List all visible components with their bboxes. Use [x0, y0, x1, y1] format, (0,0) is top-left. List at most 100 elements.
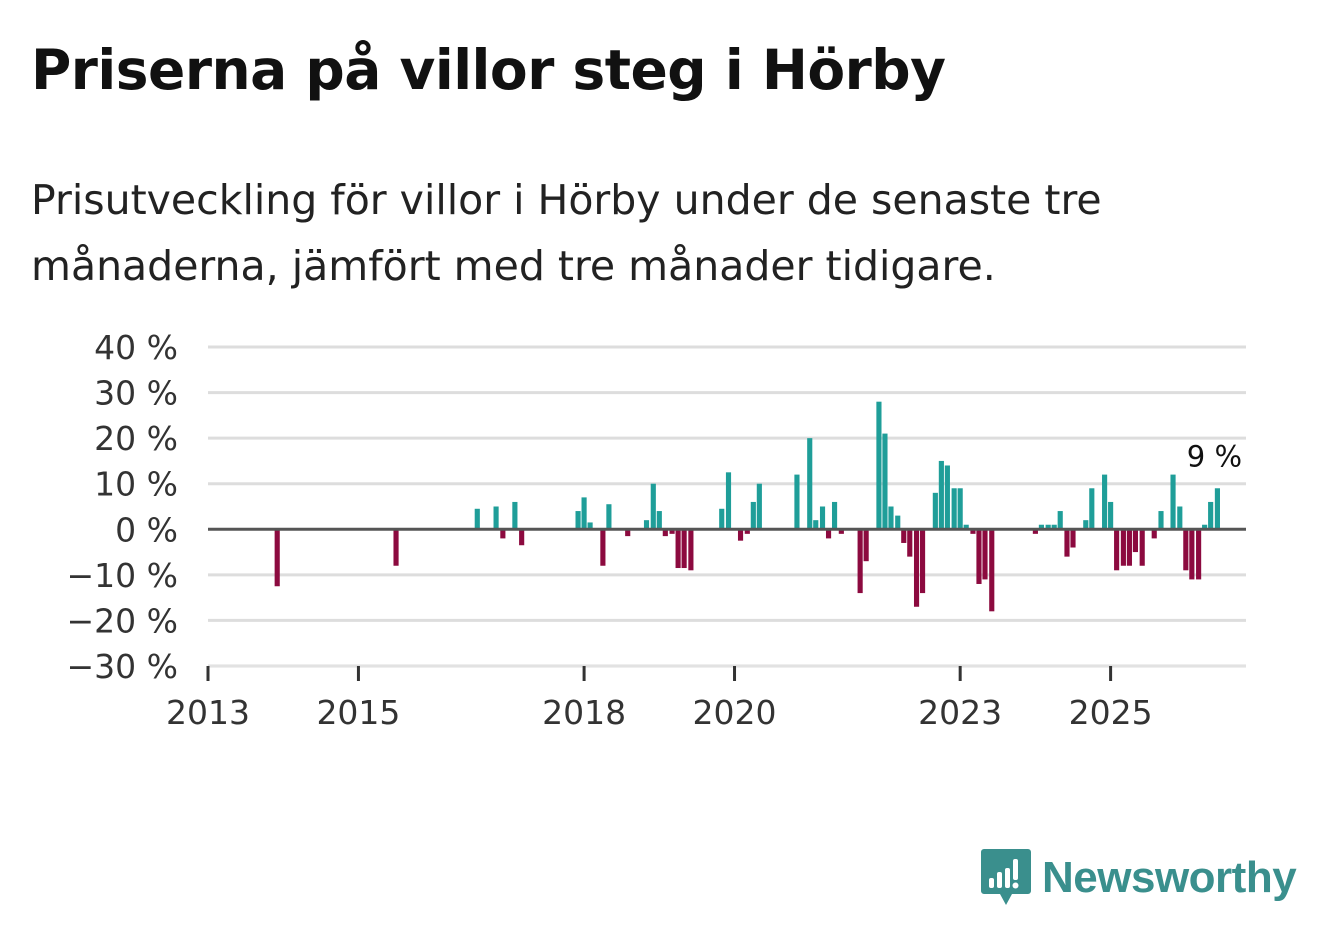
x-tick-label: 2023 — [918, 693, 1002, 732]
y-tick-label: 30 % — [94, 374, 178, 413]
bar — [643, 520, 650, 530]
bar — [669, 529, 675, 534]
bar — [982, 529, 988, 580]
bar — [813, 520, 819, 530]
bar — [737, 529, 744, 541]
bar — [1214, 488, 1220, 530]
bar — [794, 474, 800, 530]
axes — [206, 527, 1246, 681]
bar — [825, 529, 832, 539]
y-tick-label: −30 % — [67, 647, 179, 686]
chart-subtitle: Prisutveckling för villor i Hörby under … — [31, 176, 1102, 290]
bar — [1083, 520, 1089, 530]
bar — [493, 506, 499, 530]
y-tick-label: −10 % — [67, 556, 179, 595]
bar — [1126, 529, 1132, 566]
bar — [1114, 529, 1120, 571]
bar — [863, 529, 869, 562]
bar — [938, 460, 944, 530]
bar — [1196, 529, 1202, 580]
y-tick-label: 10 % — [94, 465, 178, 504]
x-tick-label: 2015 — [316, 693, 400, 732]
y-tick-label: 40 % — [94, 328, 178, 367]
bar — [656, 511, 662, 530]
bar — [1170, 474, 1176, 530]
bar — [600, 529, 606, 566]
bar — [888, 506, 894, 530]
bar — [1139, 529, 1145, 566]
bar — [1132, 529, 1139, 553]
bar — [1177, 506, 1183, 530]
bar — [919, 529, 926, 594]
bar — [1051, 524, 1057, 530]
labels: 40 % 30 % 20 % 10 % 0 % −10 % −20 % −30 % 2013 20… — [67, 328, 1243, 732]
bar — [1057, 511, 1063, 530]
bar — [857, 529, 863, 594]
bar — [1070, 529, 1076, 548]
bar — [831, 501, 838, 530]
bar — [807, 438, 813, 530]
bar — [1208, 501, 1214, 530]
bar — [1120, 529, 1126, 566]
bar — [474, 508, 480, 530]
bar — [932, 492, 938, 530]
y-tick-label: 0 % — [115, 510, 178, 549]
brand-logo: Newsworthy — [980, 847, 1297, 909]
bar — [951, 488, 957, 530]
bar — [725, 472, 732, 530]
bar — [519, 529, 525, 546]
bar — [274, 529, 280, 587]
bar — [819, 506, 826, 530]
bar — [895, 515, 901, 530]
bar — [587, 522, 593, 530]
newsworthy-logo-icon — [981, 849, 1031, 905]
chart-title: Priserna på villor steg i Hörby — [31, 38, 946, 102]
bar — [500, 529, 506, 539]
bars — [274, 401, 1220, 612]
bar — [1032, 529, 1038, 534]
bar — [625, 529, 631, 537]
bar — [976, 529, 982, 584]
bar — [970, 529, 976, 534]
bar — [901, 529, 907, 543]
bar — [913, 529, 920, 607]
bar — [575, 511, 581, 530]
y-tick-label: 20 % — [94, 419, 178, 458]
bar — [1202, 524, 1208, 530]
bar — [1108, 501, 1114, 530]
bar — [1045, 524, 1051, 530]
bar — [963, 524, 969, 530]
x-tick-label: 2025 — [1069, 693, 1153, 732]
bar — [744, 529, 750, 534]
bar — [681, 529, 687, 569]
bar — [1064, 529, 1070, 557]
bar — [957, 488, 963, 530]
bar — [876, 401, 882, 530]
bar — [907, 529, 913, 557]
bar — [719, 508, 725, 530]
bar — [675, 529, 681, 569]
x-tick-label: 2013 — [166, 693, 250, 732]
price-change-chart: 40 % 30 % 20 % 10 % 0 % −10 % −20 % −30 % 2013 20… — [67, 328, 1246, 732]
bar — [581, 497, 587, 530]
x-tick-label: 2018 — [542, 693, 626, 732]
bar — [662, 529, 668, 537]
bar — [1038, 524, 1044, 530]
bar — [650, 483, 656, 530]
bar — [1089, 488, 1095, 530]
bar — [756, 483, 762, 530]
bar — [1151, 529, 1157, 539]
bar — [1158, 511, 1164, 530]
bar — [989, 529, 995, 612]
y-tick-label: −20 % — [67, 601, 179, 640]
bar — [838, 529, 844, 534]
bar — [393, 529, 399, 566]
bar — [1183, 529, 1189, 571]
bar — [1102, 474, 1108, 530]
bar — [882, 433, 888, 530]
x-tick-label: 2020 — [693, 693, 777, 732]
bar — [1189, 529, 1195, 580]
bar — [606, 504, 612, 530]
bar — [944, 465, 950, 530]
last-value-label: 9 % — [1187, 439, 1242, 473]
